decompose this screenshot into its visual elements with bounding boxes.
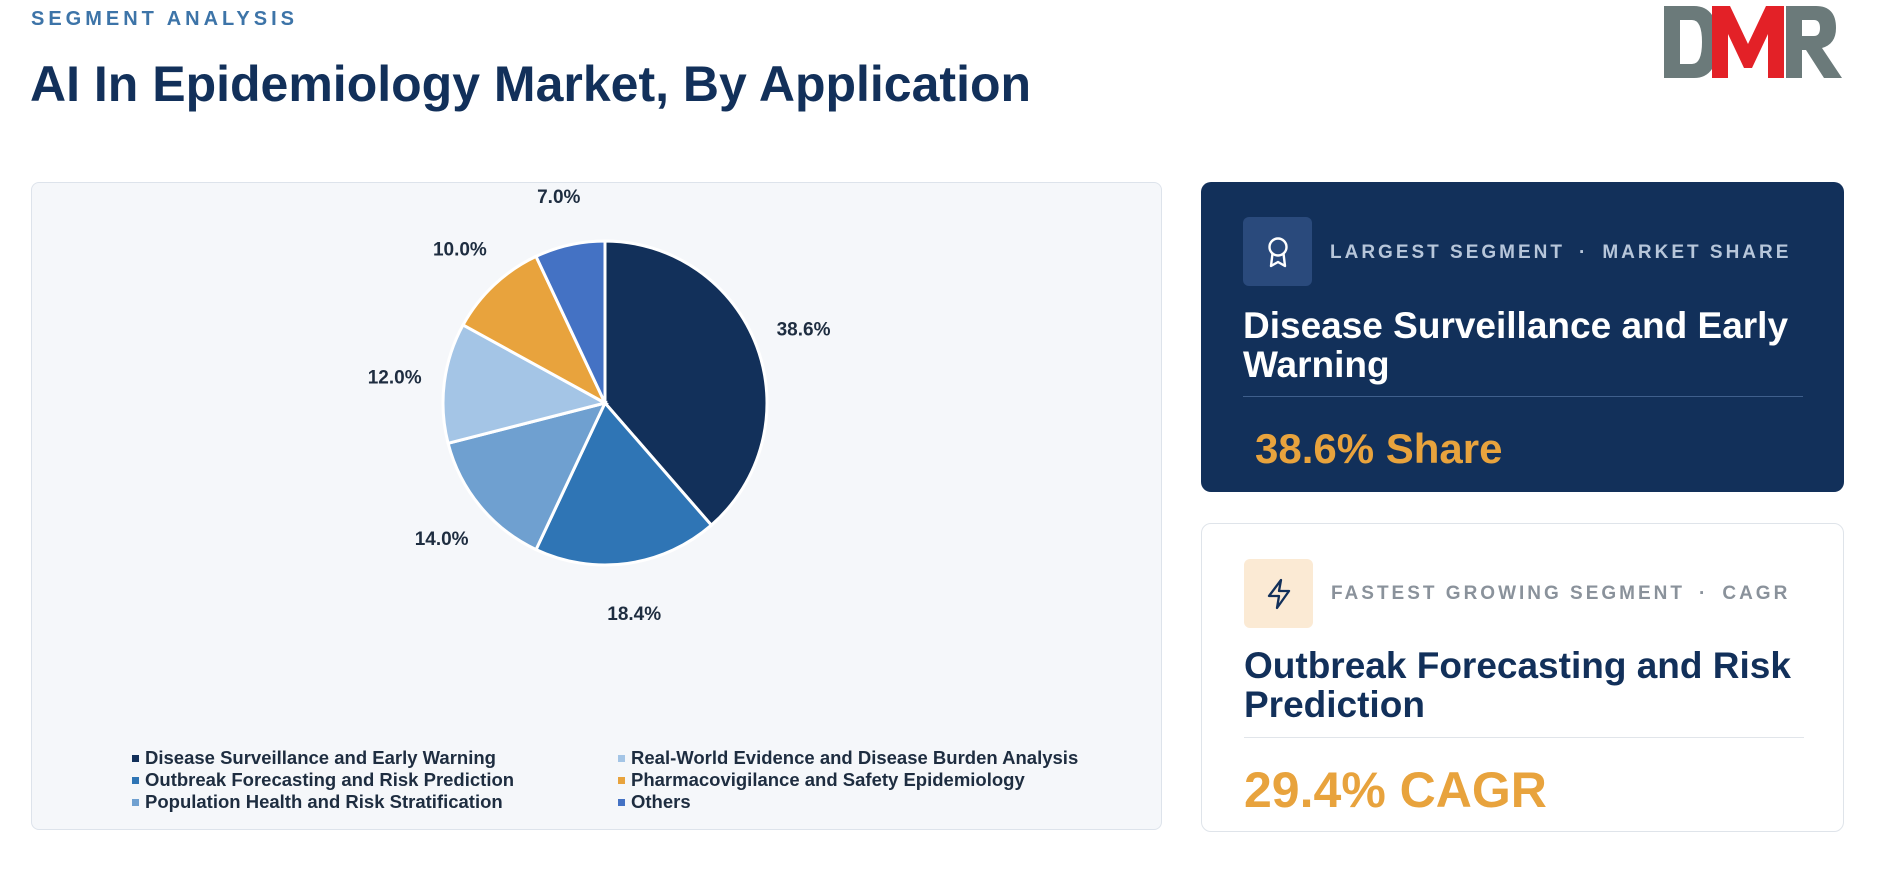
- legend-item: Real-World Evidence and Disease Burden A…: [618, 748, 1118, 768]
- award-icon-box: [1243, 217, 1312, 286]
- legend-swatch: [618, 754, 625, 762]
- legend-label: Others: [631, 791, 691, 812]
- page-title: AI In Epidemiology Market, By Applicatio…: [30, 56, 1032, 112]
- slice-data-label: 10.0%: [433, 239, 487, 260]
- dmr-logo: [1664, 6, 1842, 78]
- fastest-growing-cagr: 29.4% CAGR: [1244, 762, 1547, 818]
- slice-data-label: 7.0%: [537, 187, 580, 208]
- pie-chart: 38.6% 18.4% 14.0% 12.0% 10.0% 7.0%: [368, 187, 831, 625]
- eyebrow-label: SEGMENT ANALYSIS: [31, 8, 298, 30]
- legend-swatch: [618, 776, 625, 784]
- largest-segment-label: LARGEST SEGMENT · MARKET SHARE: [1330, 242, 1791, 264]
- slice-data-label: 18.4%: [607, 604, 661, 625]
- fastest-growing-card: FASTEST GROWING SEGMENT · CAGR Outbreak Fo…: [1201, 523, 1844, 832]
- chart-legend: Disease Surveillance and Early Warning Re…: [132, 748, 1132, 812]
- cagr-label: CAGR: [1722, 583, 1791, 604]
- pie-slice: [441, 322, 610, 446]
- pie-slice: [603, 239, 769, 528]
- legend-label: Outbreak Forecasting and Risk Prediction: [145, 769, 515, 790]
- legend-item: Disease Surveillance and Early Warning: [132, 748, 618, 768]
- largest-segment-label-text: LARGEST SEGMENT: [1330, 242, 1566, 263]
- legend-item: Outbreak Forecasting and Risk Prediction: [132, 770, 618, 790]
- pie-slice: [534, 400, 714, 567]
- pie-chart-panel: 38.6% 18.4% 14.0% 12.0% 10.0% 7.0% Disease Su…: [31, 182, 1162, 830]
- largest-segment-share: 38.6% Share: [1255, 425, 1503, 472]
- legend-item: Pharmacovigilance and Safety Epidemiolog…: [618, 770, 1118, 790]
- legend-swatch: [132, 754, 139, 762]
- legend-label: Pharmacovigilance and Safety Epidemiolog…: [631, 769, 1025, 790]
- fastest-growing-label-text: FASTEST GROWING SEGMENT: [1331, 583, 1686, 604]
- largest-segment-name: Disease Surveillance and Early Warning: [1243, 305, 1789, 385]
- market-share-label: MARKET SHARE: [1602, 242, 1792, 263]
- legend-swatch: [618, 798, 625, 806]
- fastest-growing-name: Outbreak Forecasting and Risk Prediction: [1244, 645, 1791, 725]
- divider: [1244, 737, 1804, 738]
- legend-label: Disease Surveillance and Early Warning: [145, 747, 496, 768]
- fastest-growing-label: FASTEST GROWING SEGMENT · CAGR: [1331, 583, 1790, 605]
- pie-slice: [446, 400, 608, 552]
- slice-data-label: 38.6%: [777, 320, 831, 341]
- award-icon: [1267, 236, 1288, 267]
- lightning-icon: [1267, 578, 1290, 609]
- legend-item: Others: [618, 792, 1118, 812]
- legend-swatch: [132, 776, 139, 784]
- slice-data-label: 12.0%: [368, 367, 422, 388]
- label-separator: ·: [1699, 583, 1709, 604]
- label-separator: ·: [1579, 242, 1589, 263]
- legend-item: Population Health and Risk Stratificatio…: [132, 792, 618, 812]
- largest-segment-card: LARGEST SEGMENT · MARKET SHARE Disease Sur…: [1201, 182, 1844, 492]
- divider: [1243, 396, 1803, 397]
- pie-slice: [461, 254, 609, 407]
- legend-label: Real-World Evidence and Disease Burden A…: [631, 747, 1079, 768]
- legend-label: Population Health and Risk Stratificatio…: [145, 791, 503, 812]
- pie-slice: [534, 239, 607, 404]
- legend-swatch: [132, 798, 139, 806]
- slice-data-label: 14.0%: [415, 529, 469, 550]
- lightning-icon-box: [1244, 559, 1313, 628]
